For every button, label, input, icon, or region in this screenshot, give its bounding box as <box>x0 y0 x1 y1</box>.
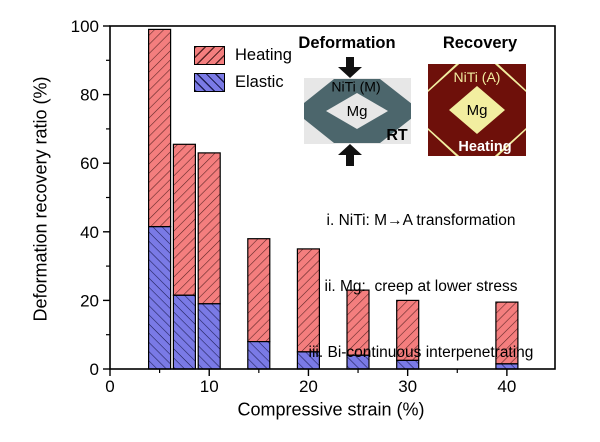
x-tick-label: 0 <box>105 377 114 396</box>
y-tick-label: 0 <box>90 360 99 379</box>
bar-elastic-3 <box>247 341 271 370</box>
inset-deformation-title: Deformation <box>298 34 396 52</box>
x-tick-label: 20 <box>299 377 318 396</box>
bar-heating-2 <box>197 152 221 305</box>
bar-heating-0 <box>148 28 172 228</box>
x-axis-title: Compressive strain (%) <box>237 399 425 420</box>
bar-heating-1 <box>172 143 196 296</box>
compression-arrow-bottom-icon <box>338 144 362 166</box>
legend-heating-item: Heating <box>194 46 292 65</box>
y-tick-label: 100 <box>71 17 99 36</box>
niti-m-label: NiTi (M) <box>331 79 380 95</box>
niti-a-label: NiTi (A) <box>454 69 501 85</box>
recovery-lattice-corners <box>428 64 526 156</box>
x-tick-label: 40 <box>497 377 516 396</box>
note-line-ii: ii. Mg: creep at lower stress <box>324 278 518 295</box>
legend-elastic-label: Elastic <box>235 73 284 91</box>
bar-elastic-0 <box>148 226 172 370</box>
x-tick-label: 10 <box>200 377 219 396</box>
y-tick-label: 20 <box>80 291 99 310</box>
y-tick-label: 40 <box>80 223 99 242</box>
legend-elastic-item: Elastic <box>194 73 292 92</box>
note-line-i: i. NiTi: M→A transformation <box>326 212 516 229</box>
inset-deformation-panel: NiTi (M) Mg RT <box>304 57 411 166</box>
y-tick-label: 80 <box>80 86 99 105</box>
plot-frame <box>109 25 556 370</box>
heating-label: Heating <box>458 139 511 155</box>
compression-arrow-top-icon <box>338 57 362 78</box>
mg-deformation-label: Mg <box>347 103 368 120</box>
inset-recovery-title: Recovery <box>442 34 518 52</box>
bar-elastic-1 <box>172 294 196 370</box>
notes-block: i. NiTi: M→A transformation ii. Mg: cree… <box>271 166 571 408</box>
legend: Heating Elastic <box>194 46 292 92</box>
bar-heating-3 <box>247 238 271 343</box>
inset-recovery-panel: NiTi (A) Mg Heating <box>428 64 526 156</box>
rt-label: RT <box>386 127 408 144</box>
deformation-lattice <box>304 79 411 143</box>
legend-heating-label: Heating <box>235 46 292 64</box>
recovery-lattice <box>428 64 526 156</box>
note-line-iii: iii. Bi-continuous interpenetrating <box>308 344 534 361</box>
bar-elastic-2 <box>197 303 221 370</box>
mg-recovery-label: Mg <box>467 102 488 119</box>
legend-elastic-swatch <box>194 73 225 92</box>
x-tick-label: 30 <box>398 377 417 396</box>
legend-heating-swatch <box>194 46 225 65</box>
y-axis-title: Deformation recovery ratio (%) <box>30 76 51 322</box>
y-tick-label: 60 <box>80 154 99 173</box>
